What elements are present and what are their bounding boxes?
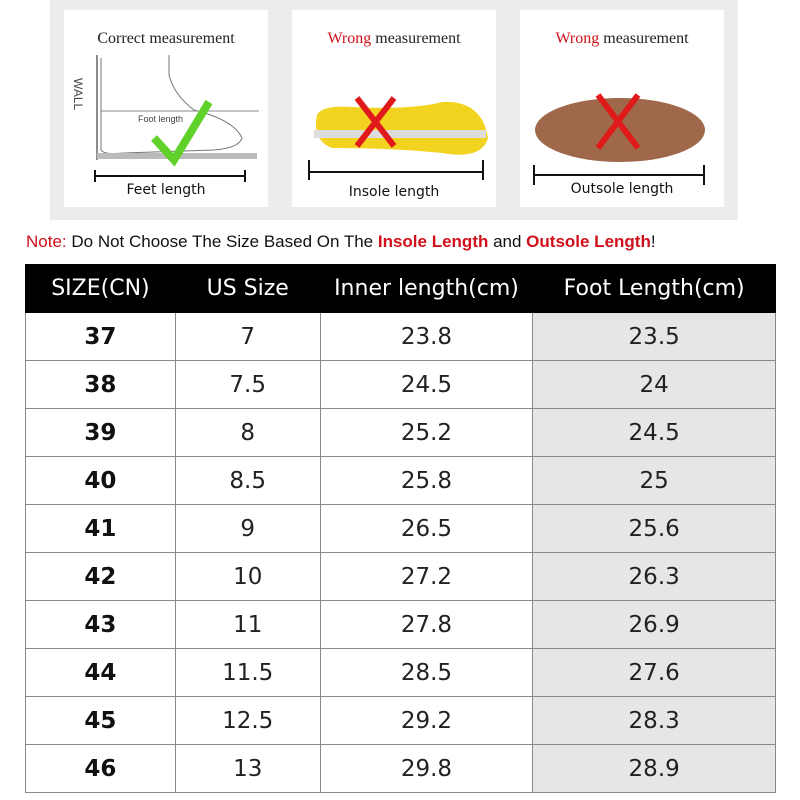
table-row: 38 7.5 24.5 24 xyxy=(25,360,776,409)
inner-length-cell: 25.2 xyxy=(319,408,534,457)
inner-length-cell: 27.8 xyxy=(319,600,534,649)
size-cn-cell: 43 xyxy=(25,600,176,649)
card-title: Wrong measurement xyxy=(327,30,461,47)
foot-length-cell: 28.3 xyxy=(532,696,776,745)
inner-length-cell: 24.5 xyxy=(319,360,534,409)
card-title: Wrong measurement xyxy=(555,30,689,47)
inner-length-cell: 26.5 xyxy=(319,504,534,553)
size-cn-cell: 46 xyxy=(25,744,176,793)
us-size-cell: 8 xyxy=(174,408,321,457)
header-size-cn: SIZE(CN) xyxy=(25,264,176,313)
card-title: Correct measurement xyxy=(97,30,235,47)
table-row: 41 9 26.5 25.6 xyxy=(25,504,776,553)
header-foot-length: Foot Length(cm) xyxy=(532,264,776,313)
outsole-illustration xyxy=(533,93,705,185)
foot-length-cell: 24.5 xyxy=(532,408,776,457)
table-row: 43 11 27.8 26.9 xyxy=(25,600,776,649)
table-row: 44 11.5 28.5 27.6 xyxy=(25,648,776,697)
us-size-cell: 13 xyxy=(174,744,321,793)
card-caption: Insole length xyxy=(348,184,440,200)
size-cn-cell: 39 xyxy=(25,408,176,457)
wrong-outsole-card: Wrong measurement Outsole length xyxy=(520,10,724,207)
header-us-size: US Size xyxy=(174,264,321,313)
size-chart-table: SIZE(CN) US Size Inner length(cm) Foot L… xyxy=(25,264,776,793)
size-cn-cell: 38 xyxy=(25,360,176,409)
inner-length-cell: 29.8 xyxy=(319,744,534,793)
foot-length-cell: 25 xyxy=(532,456,776,505)
measurement-guide-panel: Foot length WALL Correct measurement Fee… xyxy=(50,0,738,220)
header-inner-length: Inner length(cm) xyxy=(319,264,534,313)
inner-length-cell: 29.2 xyxy=(319,696,534,745)
us-size-cell: 9 xyxy=(174,504,321,553)
foot-length-cell: 23.5 xyxy=(532,312,776,361)
table-row: 42 10 27.2 26.3 xyxy=(25,552,776,601)
wrong-insole-card: Wrong measurement Insole length xyxy=(292,10,496,207)
table-row: 45 12.5 29.2 28.3 xyxy=(25,696,776,745)
table-row: 37 7 23.8 23.5 xyxy=(25,312,776,361)
foot-length-cell: 26.9 xyxy=(532,600,776,649)
foot-length-cell: 25.6 xyxy=(532,504,776,553)
size-cn-cell: 44 xyxy=(25,648,176,697)
inner-length-cell: 27.2 xyxy=(319,552,534,601)
size-note: Note: Do Not Choose The Size Based On Th… xyxy=(26,232,656,251)
foot-length-cell: 27.6 xyxy=(532,648,776,697)
size-cn-cell: 42 xyxy=(25,552,176,601)
table-row: 39 8 25.2 24.5 xyxy=(25,408,776,457)
correct-measurement-card: Foot length WALL Correct measurement Fee… xyxy=(64,10,268,207)
foot-length-cell: 26.3 xyxy=(532,552,776,601)
table-row: 40 8.5 25.8 25 xyxy=(25,456,776,505)
us-size-cell: 8.5 xyxy=(174,456,321,505)
inner-length-cell: 23.8 xyxy=(319,312,534,361)
table-row: 46 13 29.8 28.9 xyxy=(25,744,776,793)
us-size-cell: 10 xyxy=(174,552,321,601)
us-size-cell: 7 xyxy=(174,312,321,361)
foot-length-label: Foot length xyxy=(138,114,183,124)
card-caption: Outsole length xyxy=(570,181,674,197)
card-caption: Feet length xyxy=(126,182,206,198)
us-size-cell: 7.5 xyxy=(174,360,321,409)
inner-length-cell: 25.8 xyxy=(319,456,534,505)
us-size-cell: 11 xyxy=(174,600,321,649)
size-cn-cell: 40 xyxy=(25,456,176,505)
size-cn-cell: 45 xyxy=(25,696,176,745)
size-cn-cell: 41 xyxy=(25,504,176,553)
us-size-cell: 11.5 xyxy=(174,648,321,697)
table-header-row: SIZE(CN) US Size Inner length(cm) Foot L… xyxy=(25,264,776,313)
size-cn-cell: 37 xyxy=(25,312,176,361)
foot-length-cell: 28.9 xyxy=(532,744,776,793)
foot-measurement-illustration: Foot length WALL xyxy=(71,55,259,182)
inner-length-cell: 28.5 xyxy=(319,648,534,697)
us-size-cell: 12.5 xyxy=(174,696,321,745)
foot-length-cell: 24 xyxy=(532,360,776,409)
insole-illustration xyxy=(308,96,488,180)
wall-label: WALL xyxy=(71,78,85,111)
